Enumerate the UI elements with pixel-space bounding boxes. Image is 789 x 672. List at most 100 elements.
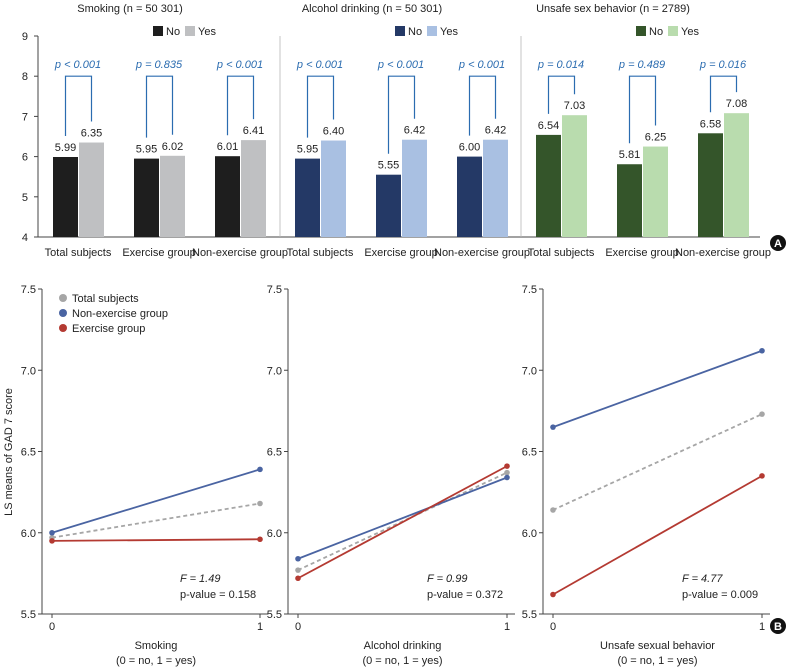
a-significance-bracket — [468, 75, 497, 136]
b-legend-marker — [59, 309, 67, 317]
b-panel-badge — [770, 618, 786, 634]
a-group-title: Alcohol drinking (n = 50 301) — [302, 3, 442, 15]
a-significance-bracket — [64, 75, 93, 137]
b-series-point — [295, 575, 301, 582]
b-series-point — [295, 555, 301, 562]
b-stat-f: F = 1.49 — [180, 573, 220, 585]
a-significance-bracket — [226, 75, 255, 136]
b-legend-label: Non-exercise group — [72, 308, 168, 320]
b-y-tick-label: 7.0 — [522, 365, 537, 377]
b-y-tick-label: 7.0 — [21, 365, 36, 377]
a-significance-bracket — [306, 75, 335, 138]
b-x-axis-title: Unsafe sexual behavior — [600, 640, 715, 652]
a-p-value-label: p < 0.001 — [54, 59, 101, 71]
a-bar-no — [376, 174, 401, 237]
a-bar-no — [134, 158, 159, 237]
a-legend-swatch-yes — [427, 26, 437, 36]
a-bar-value-label: 6.40 — [323, 126, 344, 138]
a-bar-yes — [562, 115, 587, 237]
b-series-point — [504, 469, 510, 476]
b-y-tick-label: 7.5 — [522, 284, 537, 296]
b-series-point — [550, 507, 556, 513]
b-series-point — [504, 463, 510, 469]
a-legend-label-yes: Yes — [440, 26, 458, 38]
panel-b-line-chart: LS means of GAD 7 score 5.5 6.0 6.5 7.0 7.5 0 1… — [3, 284, 786, 667]
a-legend-swatch-no — [395, 26, 405, 36]
b-x-axis-title: Alcohol drinking — [364, 640, 442, 652]
b-y-tick-label: 6.5 — [522, 447, 537, 459]
a-bar-yes — [643, 146, 668, 237]
b-y-axis-title: LS means of GAD 7 score — [3, 388, 15, 516]
b-series-point — [257, 500, 263, 507]
a-bar-yes — [483, 139, 508, 237]
b-y-tick-label: 7.0 — [267, 365, 282, 377]
a-significance-bracket — [145, 75, 174, 138]
b-panel-badge-label: B — [774, 621, 782, 633]
b-x-tick-label: 0 — [49, 621, 55, 633]
a-category-label: Exercise group — [122, 247, 195, 259]
a-bar-value-label: 6.42 — [404, 125, 425, 137]
a-legend-swatch-yes — [185, 26, 195, 36]
b-series-point — [49, 529, 55, 536]
b-series-line — [297, 465, 508, 580]
b-series-point — [49, 538, 55, 544]
a-bar-value-label: 6.35 — [81, 128, 102, 140]
b-series-point — [759, 347, 765, 354]
b-series-line — [552, 413, 763, 511]
a-bar-value-label: 5.95 — [297, 144, 318, 156]
a-bar-yes — [724, 113, 749, 237]
b-y-tick-label: 5.5 — [21, 609, 36, 621]
b-series-point — [257, 466, 263, 473]
a-bar-no — [536, 134, 561, 237]
b-series-line — [552, 475, 763, 596]
a-bar-no — [215, 156, 240, 237]
a-legend-label-no: No — [166, 26, 180, 38]
a-bar-value-label: 5.95 — [136, 144, 157, 156]
a-y-tick-label: 8 — [22, 71, 28, 83]
b-y-tick-label: 6.0 — [21, 528, 36, 540]
b-legend-marker — [59, 324, 67, 332]
b-y-tick-label: 7.5 — [267, 284, 282, 296]
b-series-point — [759, 411, 765, 417]
a-p-value-label: p < 0.001 — [458, 59, 505, 71]
a-category-label: Non-exercise group — [675, 247, 771, 259]
b-y-tick-label: 6.5 — [267, 447, 282, 459]
a-category-label: Non-exercise group — [434, 247, 530, 259]
b-series-point — [504, 474, 510, 481]
b-legend-label: Exercise group — [72, 323, 145, 335]
b-stat-p: p-value = 0.009 — [682, 589, 758, 601]
a-y-tick-label: 7 — [22, 111, 28, 123]
a-legend-label-no: No — [649, 26, 663, 38]
a-group-title: Smoking (n = 50 301) — [77, 3, 182, 15]
b-stat-f: F = 0.99 — [427, 573, 467, 585]
b-x-axis-subtitle: (0 = no, 1 = yes) — [617, 655, 697, 667]
a-bar-yes — [160, 155, 185, 237]
a-category-label: Exercise group — [605, 247, 678, 259]
a-category-label: Total subjects — [287, 247, 354, 259]
b-y-tick-label: 6.5 — [21, 447, 36, 459]
a-bar-no — [457, 156, 482, 237]
b-stat-p: p-value = 0.158 — [180, 589, 256, 601]
a-bar-value-label: 6.02 — [162, 141, 183, 153]
a-bar-no — [698, 133, 723, 237]
b-series-line — [552, 349, 763, 428]
a-legend-label-yes: Yes — [681, 26, 699, 38]
a-group-title: Unsafe sex behavior (n = 2789) — [536, 3, 690, 15]
a-bar-no — [617, 164, 642, 237]
b-y-tick-label: 6.0 — [267, 528, 282, 540]
b-series-point — [759, 473, 765, 479]
a-category-label: Total subjects — [528, 247, 595, 259]
a-bar-value-label: 6.01 — [217, 141, 238, 153]
b-y-tick-label: 5.5 — [522, 609, 537, 621]
a-panel-badge-label: A — [774, 238, 782, 250]
a-p-value-label: p = 0.016 — [699, 59, 747, 71]
b-series-line — [51, 502, 261, 539]
b-y-tick-label: 7.5 — [21, 284, 36, 296]
a-y-tick-label: 9 — [22, 31, 28, 43]
a-category-label: Non-exercise group — [192, 247, 288, 259]
a-bar-yes — [79, 142, 104, 237]
a-bar-value-label: 5.81 — [619, 149, 640, 161]
a-bar-value-label: 5.99 — [55, 142, 76, 154]
a-bar-value-label: 6.00 — [459, 142, 480, 154]
a-p-value-label: p = 0.489 — [618, 59, 665, 71]
